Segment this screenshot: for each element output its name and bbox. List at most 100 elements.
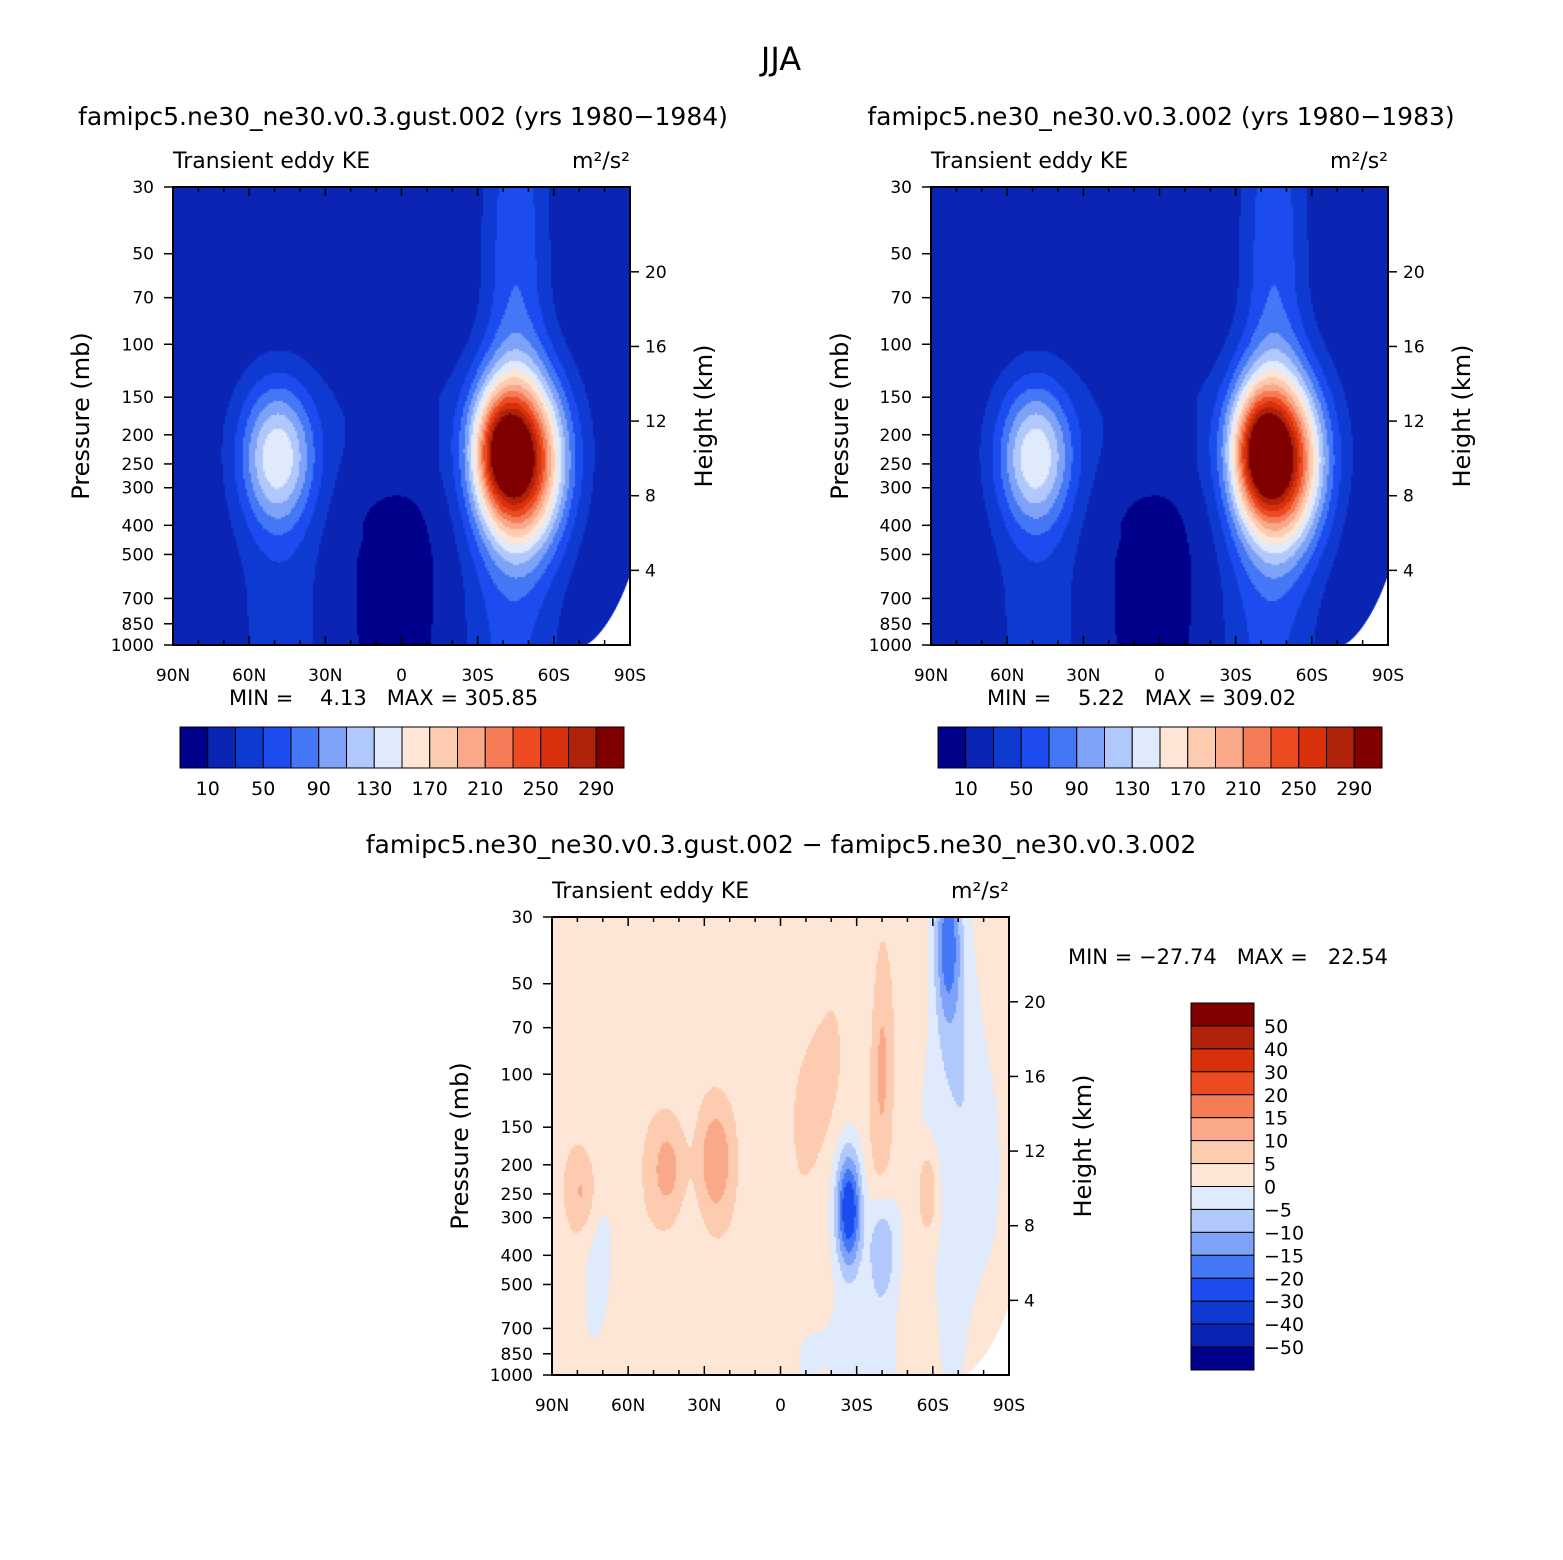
y-tick-label: 70 (132, 289, 154, 309)
colorbar-label: 290 (578, 778, 614, 800)
colorbar-label: 250 (1281, 778, 1317, 800)
x-tick-label: 0 (396, 666, 407, 686)
y2-axis-label: Height (km) (1448, 345, 1476, 488)
y2-tick-label: 20 (1024, 993, 1046, 1013)
y-tick-label: 150 (501, 1118, 533, 1138)
colorbar-box (1076, 726, 1105, 769)
field-raster (173, 187, 630, 645)
y2-axis: 20 16 12 8 4 (1388, 263, 1425, 581)
colorbar-box (568, 726, 597, 769)
y-tick-label: 1000 (490, 1366, 533, 1386)
colorbar-label: 170 (412, 778, 448, 800)
min-max-stats: MIN = 4.13 MAX = 305.85 (229, 686, 538, 710)
colorbar-box (1104, 726, 1133, 769)
colorbar-box (1190, 1071, 1255, 1096)
colorbar-label: 15 (1264, 1108, 1288, 1130)
colorbar-label: 0 (1264, 1177, 1276, 1199)
x-tick-label: 90S (614, 666, 646, 686)
y2-axis: 20 16 12 8 4 (630, 263, 667, 581)
x-tick-label: 30S (1219, 666, 1251, 686)
colorbar-box (484, 726, 514, 769)
y-tick-label: 1000 (111, 636, 154, 656)
colorbar-label: 40 (1264, 1039, 1288, 1061)
y2-tick-label: 16 (1024, 1067, 1046, 1087)
y2-tick-label: 8 (1024, 1217, 1035, 1237)
colorbar-box (1131, 726, 1161, 769)
y-tick-label: 200 (122, 426, 154, 446)
y-tick-label: 70 (511, 1019, 533, 1039)
x-tick-label: 60N (232, 666, 266, 686)
y-tick-label: 300 (880, 479, 912, 499)
x-tick-label: 60S (1296, 666, 1328, 686)
y2-tick-label: 8 (1403, 487, 1414, 507)
y-tick-label: 100 (501, 1065, 533, 1085)
y2-tick-label: 20 (1403, 263, 1425, 283)
colorbar: 10 50 90 130 170 210 250 290 (937, 726, 1383, 800)
y-tick-label: 850 (122, 615, 154, 635)
colorbar-box (595, 726, 625, 769)
y2-tick-label: 12 (1403, 412, 1425, 432)
colorbar-label: 210 (467, 778, 503, 800)
colorbar-box (1048, 726, 1078, 769)
panel-title: famipc5.ne30_ne30.v0.3.gust.002 (yrs 198… (78, 102, 728, 131)
y-tick-label: 400 (122, 516, 154, 536)
x-tick-label: 90S (993, 1396, 1025, 1416)
y2-tick-label: 12 (1024, 1142, 1046, 1162)
x-tick-label: 60N (611, 1396, 645, 1416)
y-tick-label: 700 (880, 589, 912, 609)
colorbar-box (1190, 1346, 1255, 1371)
colorbar-label: −50 (1264, 1337, 1304, 1359)
y-tick-label: 1000 (869, 636, 912, 656)
y-tick-label: 150 (880, 388, 912, 408)
panel-subtitle-right: m²/s² (1330, 149, 1388, 174)
y-tick-label: 30 (511, 908, 533, 928)
y-tick-label: 200 (501, 1156, 533, 1176)
y-tick-label: 700 (501, 1319, 533, 1339)
colorbar-label: −20 (1264, 1268, 1304, 1290)
y2-axis-label: Height (km) (690, 345, 718, 488)
colorbar-label: 10 (196, 778, 220, 800)
colorbar-box (1215, 726, 1244, 769)
panel-subtitle-left: Transient eddy KE (551, 879, 749, 904)
y-tick-label: 300 (501, 1209, 533, 1229)
colorbar-box (290, 726, 320, 769)
y-tick-label: 500 (122, 545, 154, 565)
panel-title: famipc5.ne30_ne30.v0.3.002 (yrs 1980−198… (867, 102, 1454, 131)
y2-tick-label: 8 (645, 487, 656, 507)
panel-gust: famipc5.ne30_ne30.v0.3.gust.002 (yrs 198… (67, 102, 728, 800)
y2-tick-label: 16 (645, 337, 667, 357)
contour-plot: 90N 60N 30N 0 30S 60S 90S 30 50 70 100 150 200 250 300… (111, 178, 667, 686)
x-tick-label: 0 (1154, 666, 1165, 686)
x-tick-label: 90N (535, 1396, 569, 1416)
colorbar-box (1190, 1025, 1255, 1050)
panel-difference: famipc5.ne30_ne30.v0.3.gust.002 − famipc… (366, 830, 1388, 1416)
colorbar-box (1190, 1300, 1255, 1325)
x-tick-label: 60S (538, 666, 570, 686)
colorbar-box (346, 726, 375, 769)
y2-tick-label: 4 (1403, 561, 1414, 581)
colorbar-box (1353, 726, 1383, 769)
y2-axis: 20 16 12 8 4 (1009, 993, 1046, 1311)
panel-control: famipc5.ne30_ne30.v0.3.002 (yrs 1980−198… (826, 102, 1476, 800)
colorbar-box (1190, 1094, 1255, 1119)
colorbar-box (318, 726, 347, 769)
panel-subtitle-right: m²/s² (572, 149, 630, 174)
x-tick-label: 30N (1066, 666, 1100, 686)
colorbar-label: 50 (1009, 778, 1033, 800)
colorbar-box (1190, 1208, 1255, 1233)
field-raster (552, 917, 1009, 1375)
contour-plot: 90N 60N 30N 0 30S 60S 90S 30 50 70 100 150 200 250 300… (490, 908, 1046, 1416)
y2-tick-label: 4 (645, 561, 656, 581)
colorbar-label: 290 (1336, 778, 1372, 800)
colorbar-box (1270, 726, 1300, 769)
colorbar-box (429, 726, 458, 769)
colorbar-label: 130 (356, 778, 392, 800)
y-tick-label: 500 (501, 1275, 533, 1295)
colorbar-label: 20 (1264, 1085, 1288, 1107)
colorbar-box (937, 726, 967, 769)
x-tick-label: 60N (990, 666, 1024, 686)
x-axis: 90N 60N 30N 0 30S 60S 90S (156, 187, 646, 686)
panel-subtitle-left: Transient eddy KE (172, 149, 370, 174)
